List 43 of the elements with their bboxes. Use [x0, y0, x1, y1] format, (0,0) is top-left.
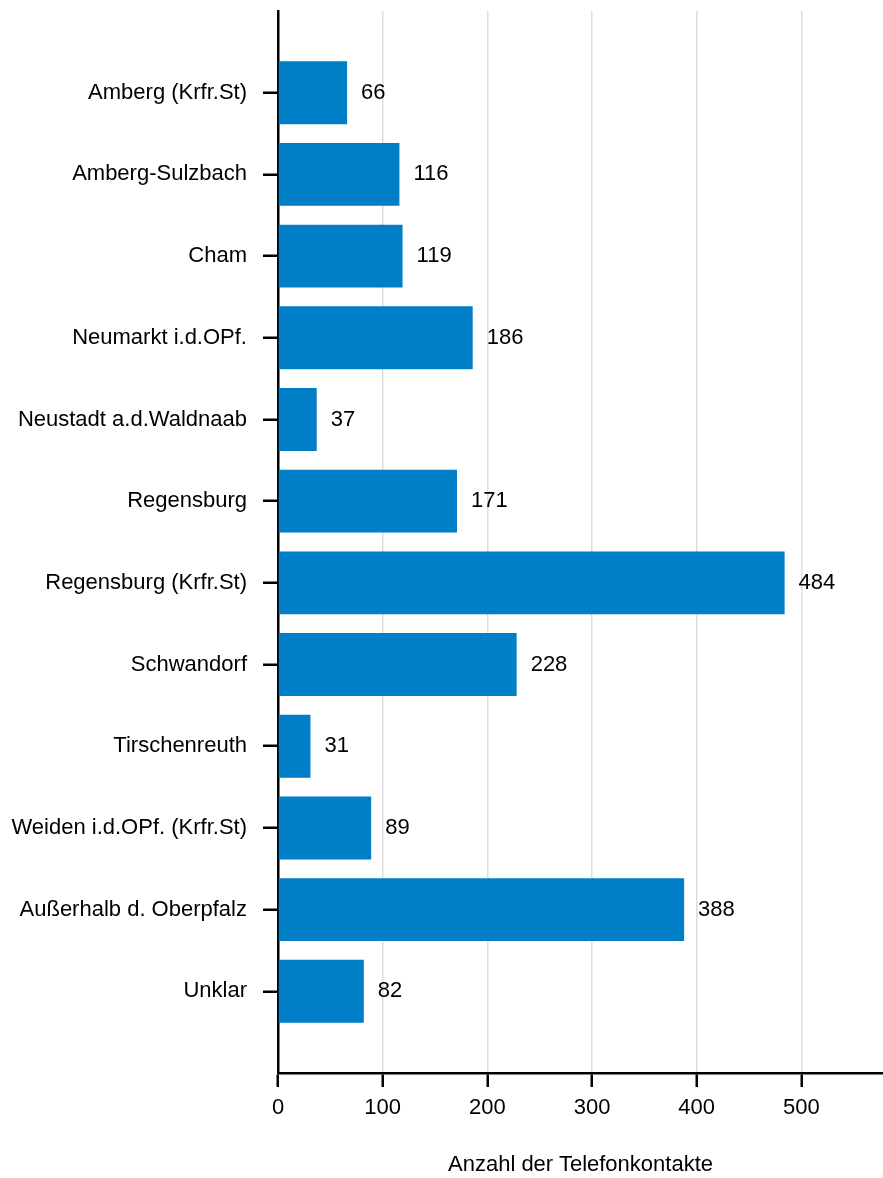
y-tick-label: Regensburg (Krfr.St): [45, 568, 247, 594]
y-tick-label: Neustadt a.d.Waldnaab: [17, 405, 247, 431]
bar: [278, 959, 364, 1023]
x-tick-label: 100: [364, 1094, 402, 1120]
bar: [278, 878, 685, 942]
x-tick-label: 0: [271, 1094, 285, 1120]
bar: [278, 61, 348, 125]
data-label: 37: [330, 405, 356, 431]
y-tick-label: Außerhalb d. Oberpfalz: [19, 895, 247, 921]
y-tick-label: Tirschenreuth: [113, 732, 247, 758]
y-tick-label: Amberg-Sulzbach: [72, 160, 247, 186]
y-tick-label: Regensburg: [127, 487, 247, 513]
data-label: 186: [486, 323, 524, 349]
data-label: 31: [324, 732, 349, 758]
bar: [278, 714, 311, 778]
bar: [278, 306, 473, 370]
data-label: 228: [530, 650, 568, 676]
bar: [278, 633, 517, 696]
x-axis-title: Anzahl der Telefonkontakte: [448, 1150, 713, 1176]
bar: [278, 469, 457, 533]
data-label: 171: [470, 487, 508, 513]
data-label: 388: [698, 895, 735, 921]
data-label: 119: [416, 242, 452, 268]
data-label: 66: [361, 78, 386, 104]
x-tick-label: 400: [678, 1094, 716, 1120]
x-tick-label: 500: [783, 1094, 820, 1120]
y-tick-label: Unklar: [183, 977, 247, 1003]
bar: [278, 551, 785, 615]
y-tick-label: Schwandorf: [130, 650, 248, 676]
data-label: 89: [385, 813, 410, 839]
y-tick-label: Amberg (Krfr.St): [88, 78, 247, 104]
x-tick-label: 300: [573, 1094, 611, 1120]
y-tick-label: Neumarkt i.d.OPf.: [72, 323, 247, 349]
data-label: 484: [798, 568, 836, 594]
bar: [278, 388, 317, 451]
bar: [278, 142, 400, 206]
y-tick-label: Cham: [188, 242, 247, 268]
data-label: 116: [413, 160, 449, 186]
data-label: 82: [377, 977, 403, 1003]
x-tick-label: 200: [468, 1094, 506, 1120]
bar: [278, 224, 403, 288]
bar: [278, 796, 372, 860]
y-tick-label: Weiden i.d.OPf. (Krfr.St): [11, 813, 247, 839]
